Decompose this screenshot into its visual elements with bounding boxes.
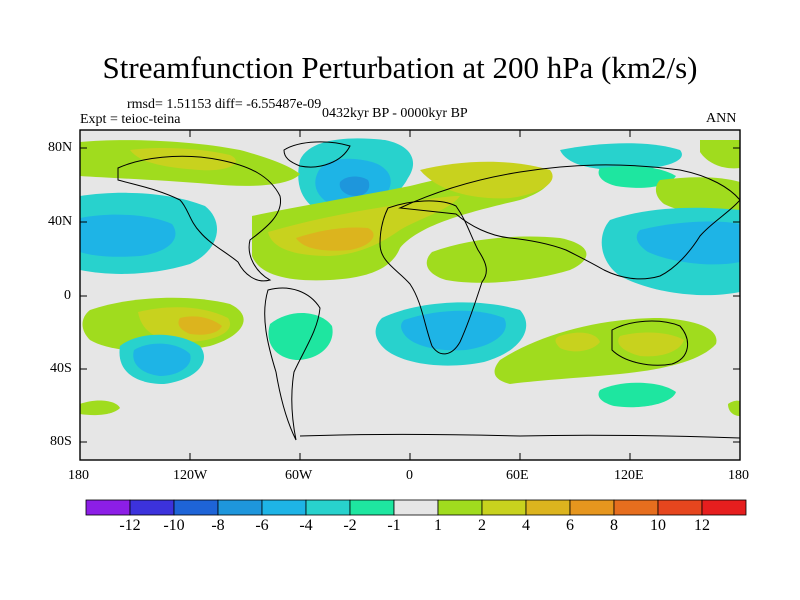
lat-label: 80N: [48, 140, 73, 155]
contour-negative-pacific-east-inner: [636, 221, 740, 265]
lat-label: 40S: [50, 361, 72, 376]
contour-negative-siberia-south: [598, 166, 676, 188]
contour-negative-southatlantic-inner: [401, 310, 506, 351]
colorbar-swatch: [173, 499, 219, 516]
season-label: ANN: [706, 111, 737, 126]
colorbar-label: -8: [211, 517, 225, 534]
colorbar-swatch: [569, 499, 615, 516]
contour-positive-arctic-west-inner: [130, 147, 236, 171]
colorbar-label: -12: [119, 517, 141, 534]
lon-label: 120W: [173, 468, 208, 483]
contour-positive-eurasia: [420, 161, 553, 199]
contour-positive-australia-inner: [618, 332, 684, 357]
contour-negative-pacific-west-inner: [80, 214, 176, 257]
contour-positive-indianocean-inner: [555, 332, 600, 352]
lon-label: 60E: [506, 468, 529, 483]
lon-label: 60W: [285, 468, 313, 483]
contour-negative-siberia: [560, 143, 682, 170]
lat-label: 80S: [50, 434, 72, 449]
lon-label: 120E: [614, 468, 644, 483]
colorbar-swatch: [525, 499, 571, 516]
colorbar-swatch: [657, 499, 703, 516]
colorbar-swatch: [701, 499, 747, 516]
colorbar-label: 10: [650, 517, 666, 534]
colorbar-swatch: [129, 499, 175, 516]
colorbar-swatch: [217, 499, 263, 516]
contour-negative-southern: [598, 382, 676, 408]
contour-field: [80, 130, 740, 460]
lat-label: 40N: [48, 214, 73, 229]
period-label: 0432kyr BP - 0000kyr BP: [322, 106, 468, 121]
contour-positive-far-east: [700, 140, 740, 169]
colorbar-label: 2: [478, 517, 486, 534]
contour-positive-indian: [426, 236, 587, 283]
colorbar: [85, 499, 747, 516]
lon-label: 0: [406, 468, 413, 483]
colorbar-swatch: [613, 499, 659, 516]
plot-title: Streamfunction Perturbation at 200 hPa (…: [102, 50, 698, 85]
lat-label: 0: [64, 288, 71, 303]
axis-ticks: [80, 130, 740, 460]
lon-label: 180: [728, 468, 749, 483]
contour-negative-greenland-core: [339, 176, 370, 196]
coastlines: [117, 141, 740, 441]
colorbar-swatch: [393, 499, 439, 516]
stats-label: rmsd= 1.51153 diff= -6.55487e-09: [127, 97, 322, 112]
lon-label: 180: [68, 468, 89, 483]
colorbar-swatch: [261, 499, 307, 516]
colorbar-swatch: [481, 499, 527, 516]
colorbar-swatch: [305, 499, 351, 516]
colorbar-label: -10: [163, 517, 185, 534]
colorbar-swatch: [349, 499, 395, 516]
colorbar-label: 6: [566, 517, 574, 534]
colorbar-swatch: [437, 499, 483, 516]
experiment-label: Expt = teioc-teina: [80, 112, 181, 127]
colorbar-swatch: [85, 499, 131, 516]
contour-positive-southern-east: [728, 400, 740, 416]
colorbar-label: -2: [343, 517, 357, 534]
colorbar-label: 1: [434, 517, 442, 534]
colorbar-label: 8: [610, 517, 618, 534]
contour-positive-southern-west: [80, 400, 120, 416]
contour-positive-southpacific-core: [178, 316, 222, 335]
colorbar-label: -1: [387, 517, 401, 534]
colorbar-label: 4: [522, 517, 530, 534]
colorbar-label: 12: [694, 517, 710, 534]
contour-positive-eastasia: [655, 177, 740, 216]
contour-positive-atlantic-core: [296, 227, 374, 251]
contour-negative-sp-inner: [133, 343, 191, 376]
colorbar-label: -6: [255, 517, 269, 534]
colorbar-label: -4: [299, 517, 313, 534]
